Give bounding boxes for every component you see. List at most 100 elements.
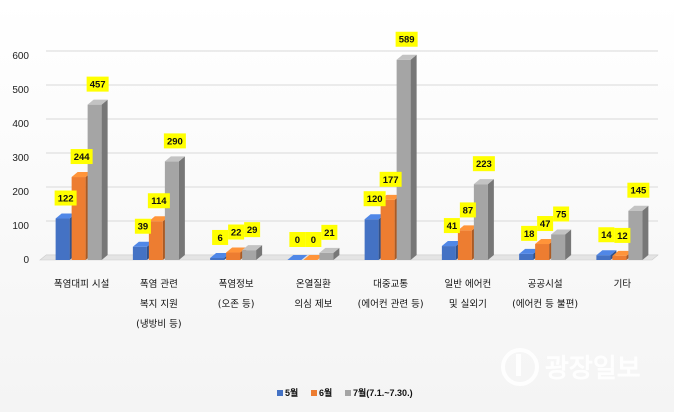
bar-front — [55, 218, 70, 260]
data-label-bg — [627, 182, 650, 198]
data-label: 14 — [601, 230, 612, 241]
data-label-bg — [321, 224, 338, 240]
data-label-bg — [363, 191, 386, 207]
category-label: 대중교통 — [373, 279, 408, 290]
bar-front — [628, 210, 643, 260]
data-label-bg — [54, 190, 77, 206]
data-label: 122 — [58, 194, 74, 205]
category-label: 폭염 관련 — [140, 279, 178, 290]
data-label-bg — [379, 171, 402, 187]
data-label: 87 — [463, 205, 474, 216]
bar — [551, 229, 572, 260]
bar-top — [71, 172, 92, 178]
y-tick-label: 400 — [12, 119, 29, 130]
data-label-bg — [598, 227, 615, 243]
data-label-bg — [472, 156, 495, 172]
bar-top — [319, 247, 340, 253]
watermark-logo-bar — [516, 354, 521, 376]
bar-top — [535, 239, 556, 245]
bar-front — [132, 246, 147, 260]
bar-top — [242, 245, 263, 251]
bar-front — [242, 250, 257, 260]
data-label: 177 — [383, 175, 399, 186]
bar-side — [333, 247, 340, 260]
data-label-bg — [147, 193, 170, 209]
data-label: 12 — [617, 231, 628, 242]
bar-front — [71, 177, 86, 260]
data-label: 47 — [540, 219, 551, 230]
data-label-bg — [212, 229, 229, 245]
bar-side — [256, 245, 263, 260]
bar-top — [226, 247, 247, 253]
data-label-bg — [244, 222, 261, 238]
data-label: 589 — [399, 35, 415, 46]
category-label: (오존 등) — [218, 299, 255, 310]
data-label-bg — [134, 218, 151, 234]
legend-swatch — [277, 390, 283, 396]
y-tick-label: 500 — [12, 85, 29, 96]
bar — [441, 241, 462, 260]
category-label: 폭염대피 시설 — [54, 279, 109, 290]
category-label: 기타 — [614, 279, 632, 290]
category-label: 의심 제보 — [294, 299, 332, 310]
data-label-bg — [395, 31, 418, 47]
data-label-bg — [305, 232, 322, 247]
legend-swatch — [311, 390, 317, 396]
bar-front — [535, 244, 550, 260]
bar-front — [519, 253, 534, 260]
bar-front — [164, 161, 179, 260]
data-label-bg — [86, 76, 109, 92]
data-label: 120 — [367, 194, 383, 205]
data-label: 244 — [74, 152, 91, 163]
bar — [242, 245, 263, 260]
bar — [303, 255, 324, 260]
bar-front — [551, 234, 566, 260]
bar-top — [210, 252, 231, 258]
watermark-logo-icon — [501, 348, 539, 386]
bar — [87, 99, 108, 261]
data-label: 22 — [231, 228, 242, 239]
data-label: 29 — [247, 225, 258, 236]
data-label-bg — [228, 224, 245, 240]
category-label: 및 실외기 — [449, 298, 487, 310]
data-label: 6 — [217, 233, 222, 244]
bar-front — [380, 199, 395, 260]
bar-top — [551, 229, 572, 235]
bar-front — [364, 219, 379, 260]
category-label: 공공시설 — [528, 279, 563, 290]
bar-top — [628, 205, 649, 211]
bar-side — [101, 99, 108, 261]
bar-top — [364, 214, 385, 220]
y-tick-label: 0 — [23, 255, 29, 266]
bar-front — [473, 184, 488, 260]
category-label: 폭염정보 — [219, 279, 254, 290]
bar — [628, 205, 649, 260]
bar-top — [519, 248, 540, 254]
bar-side — [642, 205, 649, 260]
bar-front — [396, 59, 411, 260]
category-label: (냉방비 등) — [136, 319, 181, 330]
data-label-bg — [553, 206, 570, 222]
data-label: 114 — [151, 196, 167, 207]
data-label: 75 — [556, 210, 567, 221]
bar-front — [226, 252, 241, 260]
bar — [396, 54, 417, 260]
data-label: 0 — [311, 235, 316, 246]
data-label-bg — [163, 133, 186, 149]
bar — [287, 255, 308, 260]
category-label: 복지 지원 — [140, 299, 178, 310]
data-label: 145 — [630, 186, 647, 197]
data-label: 457 — [90, 80, 106, 91]
bar-front — [612, 255, 627, 260]
bar-top — [148, 216, 169, 222]
watermark-text: 광장일보 — [545, 354, 641, 384]
bar-top — [164, 156, 185, 162]
y-tick-label: 600 — [12, 51, 29, 62]
watermark: 광장일보 — [501, 348, 641, 386]
data-label: 39 — [138, 222, 149, 233]
bar-side — [178, 156, 185, 260]
bar-side — [410, 54, 417, 260]
data-label: 0 — [295, 235, 300, 246]
